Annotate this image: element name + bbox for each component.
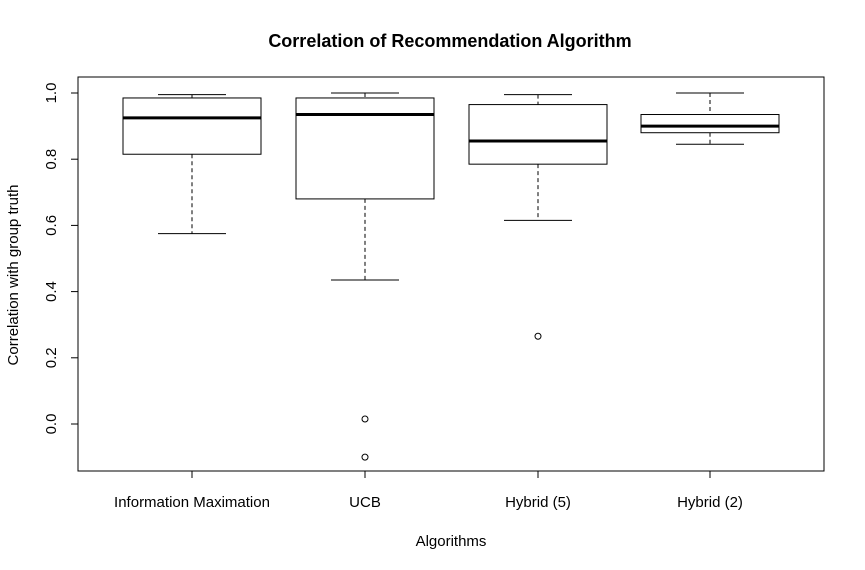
- chart-title: Correlation of Recommendation Algorithm: [268, 31, 631, 51]
- x-tick-label: Hybrid (5): [505, 494, 571, 511]
- box-group: [295, 92, 435, 461]
- y-tick-label: 0.4: [43, 281, 60, 302]
- box-group: [468, 94, 608, 340]
- x-tick-label: Information Maximation: [114, 494, 270, 511]
- y-tick-label: 1.0: [43, 83, 60, 104]
- x-tick-label: Hybrid (2): [677, 494, 743, 511]
- y-tick-label: 0.0: [43, 414, 60, 435]
- y-tick-label: 0.2: [43, 347, 60, 368]
- box-group: [122, 94, 262, 235]
- y-axis-label: Correlation with group truth: [5, 185, 22, 366]
- x-tick-label: UCB: [349, 494, 381, 511]
- outlier-point: [361, 453, 369, 461]
- y-tick-label: 0.6: [43, 215, 60, 236]
- x-axis: Information Maximation UCB Hybrid (5) Hybri…: [114, 470, 743, 511]
- iqr-box: [468, 104, 608, 165]
- x-axis-label: Algorithms: [416, 533, 487, 550]
- y-tick-label: 0.8: [43, 149, 60, 170]
- box-group: [640, 92, 780, 145]
- iqr-box: [640, 114, 780, 134]
- y-axis: 0.0 0.2 0.4 0.6 0.8 1.0: [43, 83, 79, 435]
- outlier-point: [534, 332, 542, 340]
- boxes-layer: [122, 92, 780, 461]
- outlier-point: [361, 415, 369, 423]
- iqr-box: [122, 97, 262, 155]
